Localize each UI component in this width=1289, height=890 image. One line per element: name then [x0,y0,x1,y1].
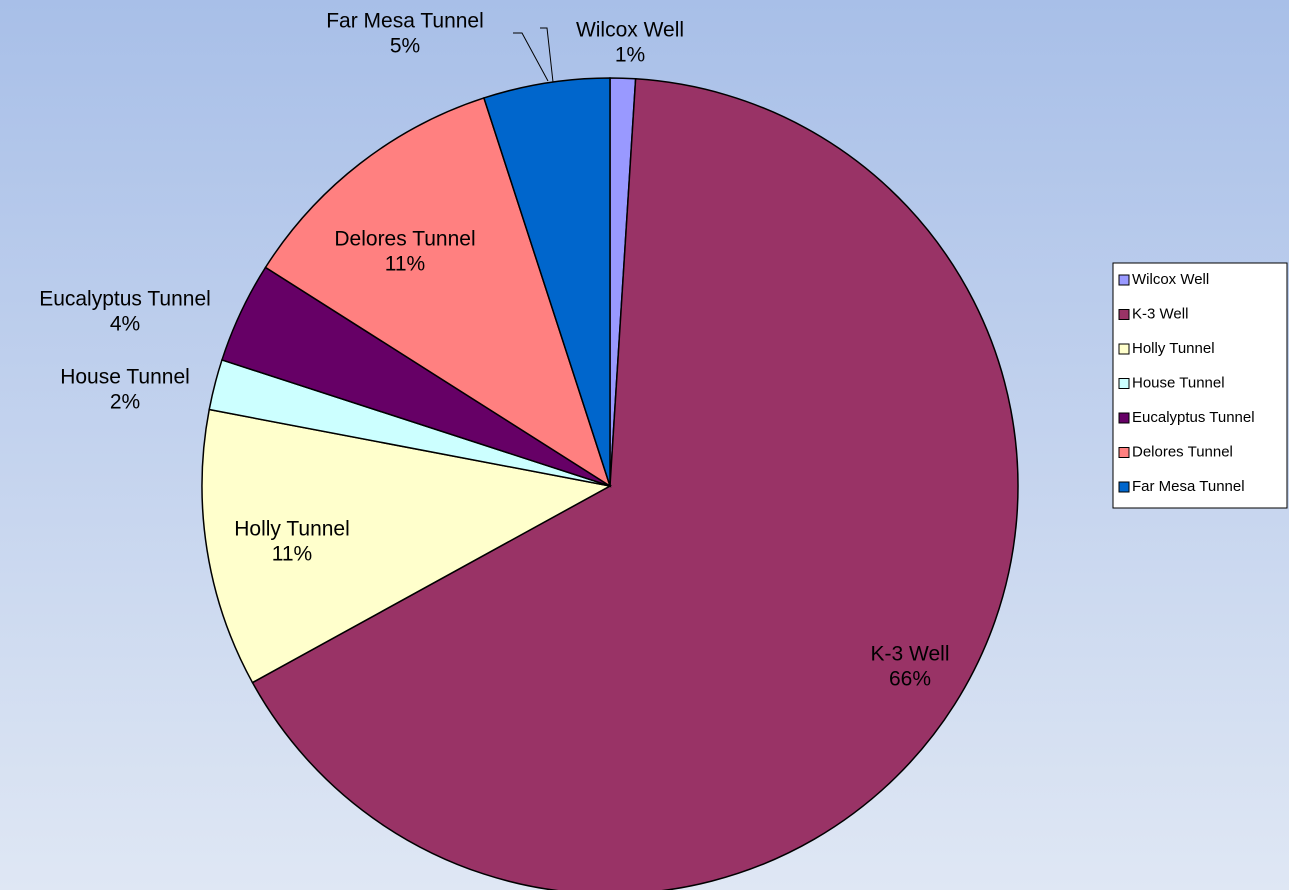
slice-label-value: 11% [385,253,425,276]
legend-swatch [1118,274,1130,286]
legend-label: Holly Tunnel [1132,340,1215,357]
leader-line [540,27,554,83]
slice-label-name: Far Mesa Tunnel [326,10,484,33]
legend-label: Eucalyptus Tunnel [1132,409,1255,426]
pie-slice [264,97,612,488]
slice-label-value: 2% [110,391,140,414]
slice-label-name: Wilcox Well [576,19,684,42]
pie-slice [482,77,611,487]
legend-box [1112,262,1288,509]
legend-swatch [1118,447,1130,458]
legend-label: Delores Tunnel [1132,443,1233,460]
leader-line [513,32,549,82]
legend-label: K-3 Well [1132,305,1188,322]
pie [201,77,1019,890]
slice-label-value: 1% [615,44,645,67]
legend-label: Far Mesa Tunnel [1132,478,1245,495]
slice-label-value: 4% [110,313,140,336]
legend-swatch [1118,309,1130,320]
legend-swatch [1118,481,1130,493]
slice-label-name: Eucalyptus Tunnel [39,288,211,311]
slice-label-value: 11% [272,543,312,566]
pie-slice [251,78,1019,890]
slice-label-name: Delores Tunnel [334,228,475,251]
slice-label-name: K-3 Well [871,643,950,666]
slice-label-name: House Tunnel [60,366,190,389]
legend: Wilcox Well K-3 Well Holly Tunnel House Tun… [1118,271,1255,495]
pie-slice [201,408,613,684]
slice-label-name: Holly Tunnel [234,518,350,541]
legend-swatch [1118,343,1130,355]
legend-label: Wilcox Well [1132,271,1209,288]
legend-swatch [1118,412,1130,424]
slice-label-value: 66% [889,668,931,691]
slice-label-value: 5% [390,35,420,58]
legend-label: House Tunnel [1132,374,1225,391]
legend-swatch [1118,378,1130,389]
